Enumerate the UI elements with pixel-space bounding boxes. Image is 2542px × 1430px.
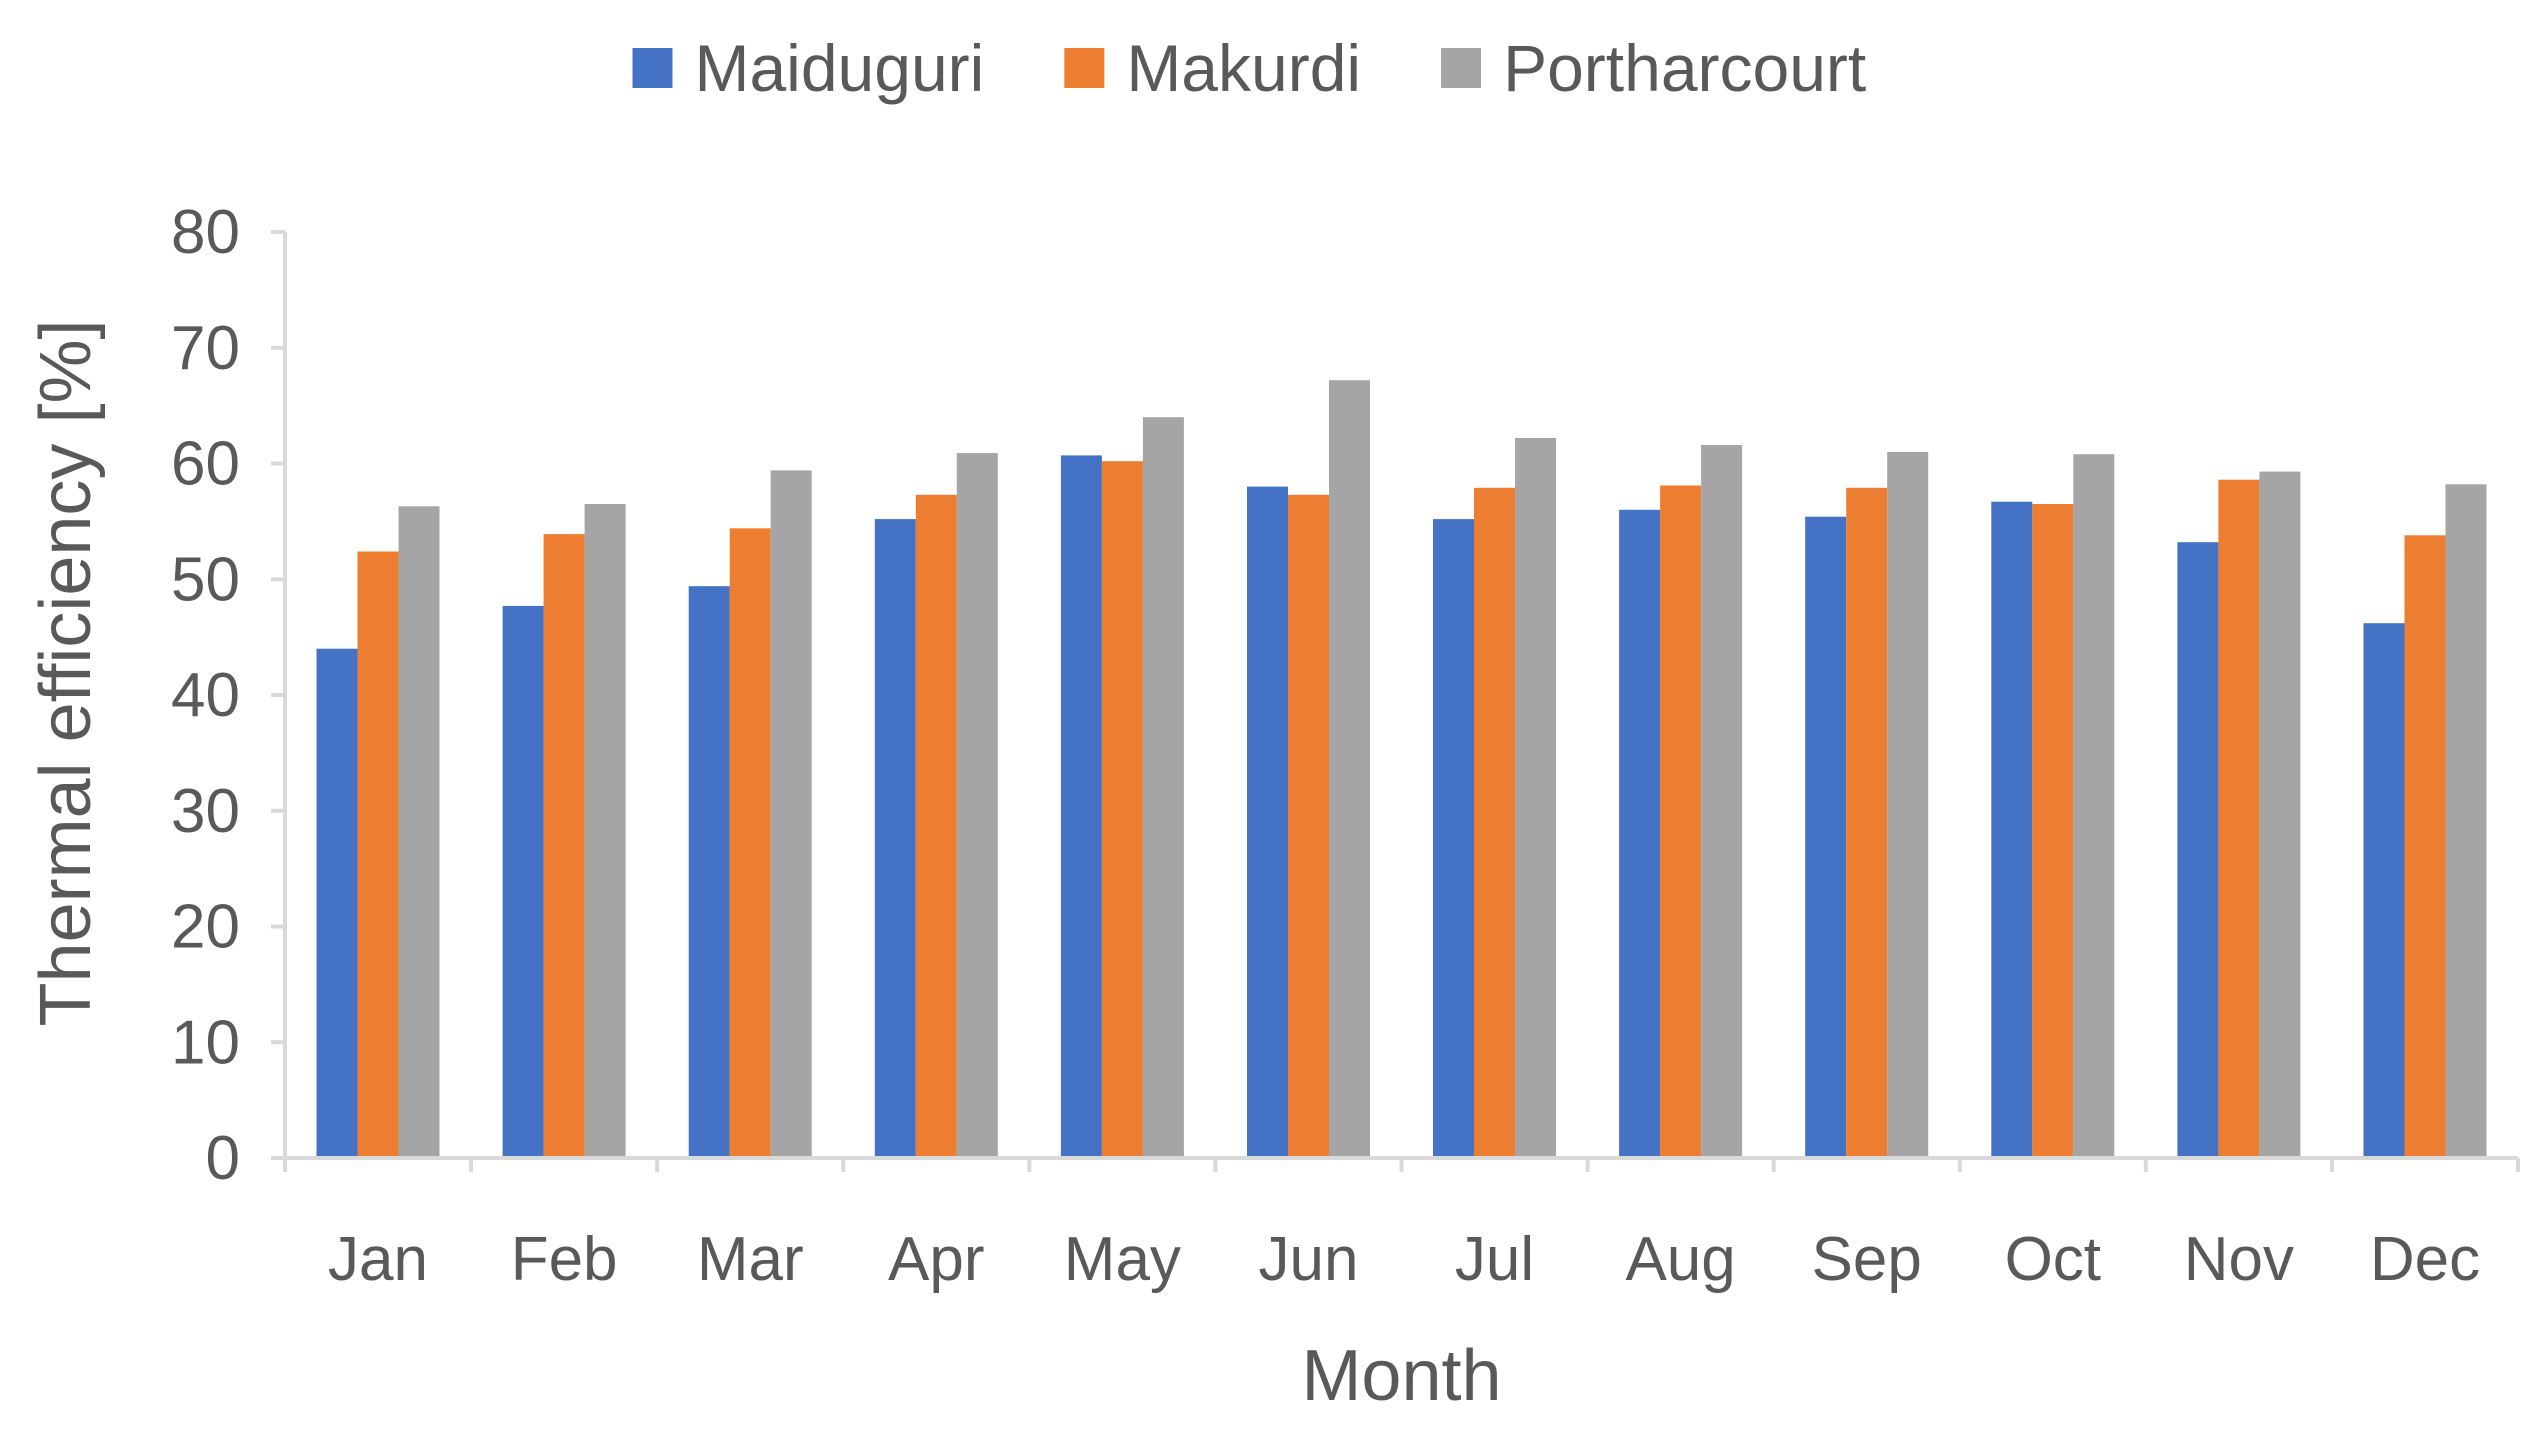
bar-maiduguri-jul	[1433, 519, 1474, 1158]
axes	[271, 230, 2520, 1172]
bar-maiduguri-oct	[1991, 501, 2033, 1158]
y-tick-label: 0	[206, 1124, 240, 1193]
bars	[316, 380, 2487, 1159]
y-tick-label: 30	[171, 777, 240, 846]
bar-portharcourt-dec	[2445, 484, 2487, 1158]
legend-label: Makurdi	[1126, 31, 1361, 105]
bar-portharcourt-aug	[1701, 445, 1743, 1158]
x-tick-label-oct: Oct	[2005, 1225, 2101, 1294]
y-axis-title: Thermal efficiency [%]	[26, 320, 106, 1027]
y-tick-label: 60	[171, 430, 240, 499]
x-tick-label-jun: Jun	[1258, 1225, 1358, 1294]
bar-portharcourt-nov	[2259, 471, 2301, 1159]
legend-item-portharcourt: Portharcourt	[1441, 31, 1866, 105]
legend-swatch	[1064, 48, 1105, 88]
bar-maiduguri-mar	[688, 586, 730, 1158]
bar-portharcourt-feb	[584, 504, 626, 1158]
bar-maiduguri-jun	[1247, 486, 1288, 1159]
x-tick-label-may: May	[1064, 1225, 1181, 1294]
bar-maiduguri-feb	[502, 605, 544, 1158]
y-tick-label: 10	[171, 1008, 240, 1077]
legend-label: Maiduguri	[695, 31, 985, 105]
bar-makurdi-jun	[1288, 494, 1329, 1158]
bar-portharcourt-may	[1142, 417, 1184, 1158]
bar-maiduguri-jan	[316, 648, 358, 1158]
bar-makurdi-may	[1101, 461, 1143, 1158]
x-tick-label-jan: Jan	[328, 1225, 428, 1294]
bar-makurdi-jan	[357, 551, 399, 1158]
x-tick-label-apr: Apr	[888, 1225, 984, 1294]
legend-item-maiduguri: Maiduguri	[632, 31, 985, 105]
series-maiduguri	[316, 455, 2405, 1159]
legend-swatch	[1441, 48, 1482, 88]
y-tick-label: 80	[171, 198, 240, 267]
bar-makurdi-aug	[1660, 485, 1702, 1158]
y-axis-ticks: 0 10 20 30 40 50 60 70 80	[171, 198, 240, 1193]
bar-makurdi-dec	[2404, 535, 2446, 1158]
x-axis-title: Month	[1301, 1336, 1501, 1416]
y-tick-label: 40	[171, 661, 240, 730]
bar-makurdi-oct	[2032, 504, 2074, 1158]
y-tick-label: 50	[171, 545, 240, 614]
bar-portharcourt-jul	[1515, 438, 1556, 1158]
bar-portharcourt-jan	[398, 506, 440, 1158]
legend-swatch	[632, 48, 673, 88]
series-portharcourt	[398, 380, 2487, 1159]
bar-portharcourt-sep	[1887, 451, 1929, 1158]
bar-maiduguri-dec	[2363, 623, 2405, 1158]
x-tick-label-dec: Dec	[2370, 1225, 2480, 1294]
bar-maiduguri-sep	[1805, 516, 1847, 1158]
y-tick-label: 20	[171, 893, 240, 962]
bar-makurdi-jul	[1474, 487, 1515, 1158]
x-tick-label-aug: Aug	[1625, 1225, 1735, 1294]
x-tick-label-jul: Jul	[1455, 1225, 1534, 1294]
legend-item-makurdi: Makurdi	[1064, 31, 1361, 105]
y-tick-label: 70	[171, 314, 240, 383]
x-tick-label-mar: Mar	[697, 1225, 804, 1294]
bar-portharcourt-apr	[956, 453, 998, 1159]
bar-makurdi-sep	[1846, 487, 1888, 1158]
series-makurdi	[357, 461, 2446, 1158]
bar-maiduguri-apr	[874, 519, 916, 1158]
bar-makurdi-mar	[729, 528, 771, 1158]
bar-maiduguri-may	[1060, 455, 1102, 1158]
bar-makurdi-apr	[915, 494, 957, 1158]
bar-maiduguri-aug	[1619, 509, 1661, 1158]
x-axis-ticks: Jan Feb Mar Apr May Jun Jul Aug Sep Oct Nov Dec	[328, 1225, 2480, 1294]
legend: Maiduguri Makurdi Portharcourt	[632, 31, 1866, 105]
bar-makurdi-feb	[543, 534, 585, 1158]
x-tick-label-sep: Sep	[1812, 1225, 1922, 1294]
x-tick-label-nov: Nov	[2184, 1225, 2294, 1294]
bar-maiduguri-nov	[2177, 542, 2219, 1158]
bar-portharcourt-oct	[2073, 454, 2115, 1158]
x-tick-label-feb: Feb	[511, 1225, 618, 1294]
bar-portharcourt-mar	[770, 470, 812, 1158]
legend-label: Portharcourt	[1503, 31, 1866, 105]
bar-portharcourt-jun	[1329, 380, 1370, 1158]
bar-makurdi-nov	[2218, 479, 2260, 1158]
